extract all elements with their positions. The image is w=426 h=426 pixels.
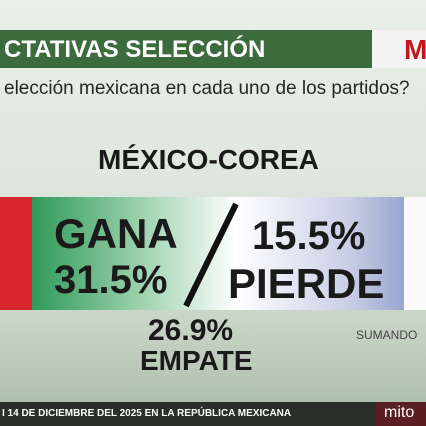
brand-box	[376, 402, 426, 426]
question: elección mexicana en cada uno de los par…	[4, 78, 410, 99]
match: MÉXICO-COREA	[98, 144, 319, 175]
title: CTATIVAS SELECCIÓN	[4, 36, 266, 63]
draw-label: EMPATE	[140, 345, 253, 376]
draw-value: 26.9%	[148, 314, 234, 347]
footer-bar	[0, 402, 426, 426]
logo: M	[404, 34, 426, 65]
band	[32, 197, 404, 310]
footer-text: I 14 DE DICIEMBRE DEL 2025 EN LA REPÚBLI…	[2, 408, 292, 419]
win-label: GANA	[54, 210, 178, 257]
lose-value: 15.5%	[252, 214, 366, 258]
title-bar	[0, 30, 372, 68]
brand: mito	[384, 404, 415, 421]
band-white	[404, 197, 426, 310]
lose-label: PIERDE	[228, 260, 385, 307]
win-value: 31.5%	[54, 258, 168, 302]
logo-box	[372, 30, 426, 68]
band-red	[0, 197, 32, 310]
note: SUMANDO	[356, 328, 418, 342]
